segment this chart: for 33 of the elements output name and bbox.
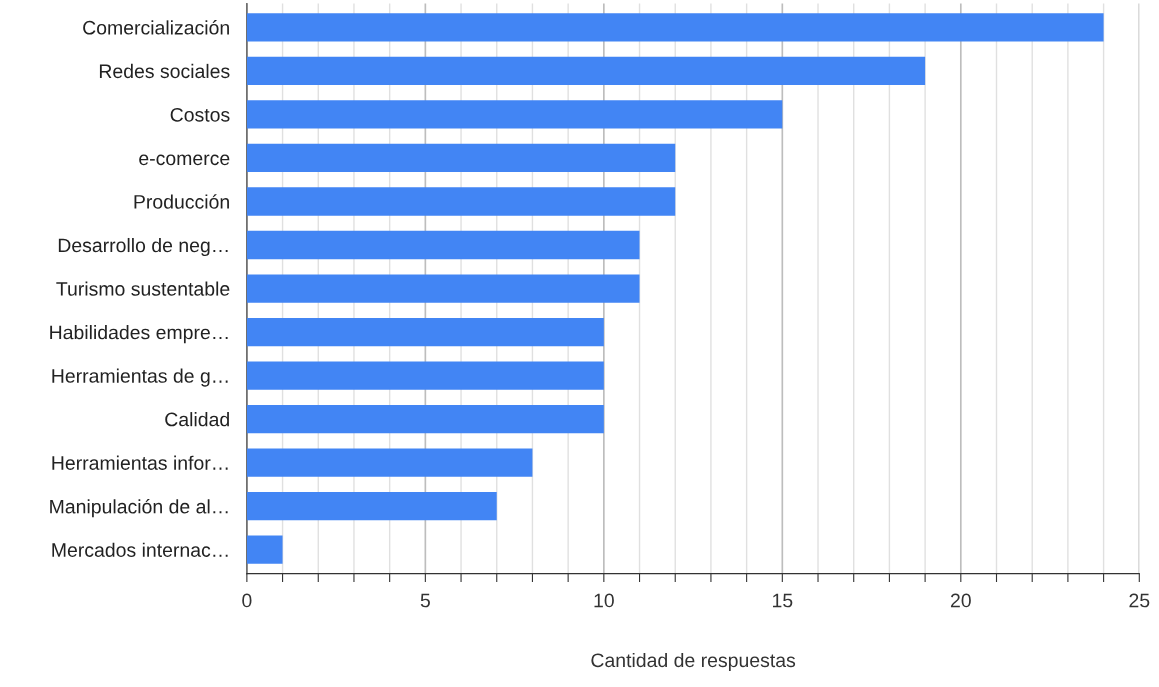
y-tick-label: Herramientas de g… [52,368,228,387]
bar [246,100,783,129]
y-tick-label: Mercados internac… [52,542,228,557]
bar [246,404,604,434]
x-tick-label: 5 [420,593,430,608]
y-tick-label: Calidad [165,412,229,427]
y-tick-label: Habilidades empre… [50,325,228,344]
x-axis-title: Cantidad de respuestas [591,652,796,672]
bar [246,56,926,86]
y-tick-label: Desarrollo de neg… [58,237,228,257]
x-tick-label: 15 [772,593,793,608]
bar [246,535,283,564]
bar [246,317,604,347]
bar [246,143,676,173]
bar [246,361,604,390]
y-tick-label: Redes sociales [99,63,230,79]
bar [246,13,1104,42]
y-tick-label: Comercialización [83,20,229,35]
y-tick-label: Producción [134,194,229,209]
bar [246,187,676,216]
x-tick-label: 0 [242,593,252,608]
bar [246,448,533,477]
y-tick-label: Herramientas infor… [52,455,228,470]
bar [246,274,640,303]
x-tick-label: 25 [1129,593,1150,608]
bar [246,492,497,521]
bar [246,230,640,260]
y-tick-label: Turismo sustentable [56,281,230,296]
y-tick-label: Costos [170,107,230,122]
y-tick-label: e-comerce [139,154,230,166]
x-tick-label: 20 [950,593,971,608]
x-tick-label: 10 [594,593,614,608]
y-tick-label: Manipulación de al… [50,499,228,518]
